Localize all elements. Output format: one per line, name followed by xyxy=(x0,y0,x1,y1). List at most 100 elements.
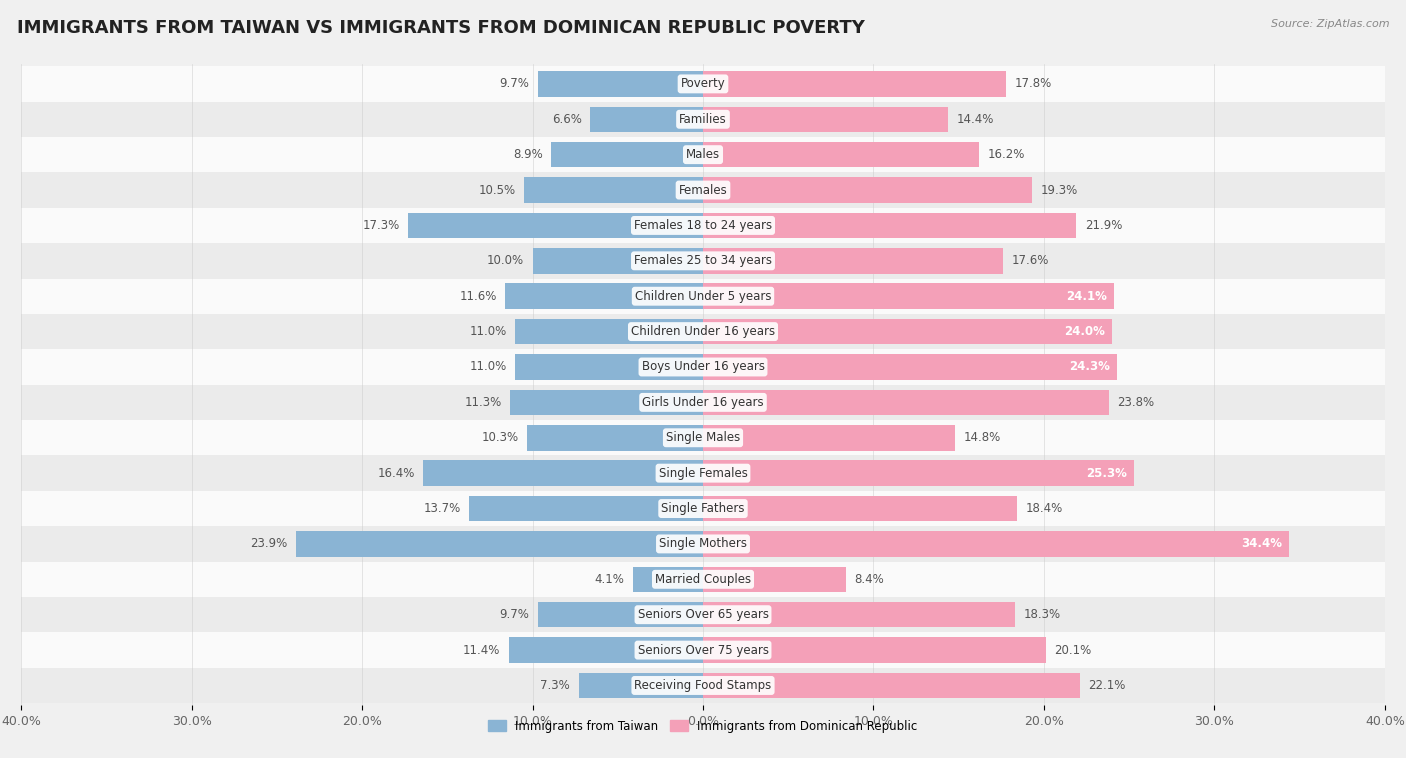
Text: 18.3%: 18.3% xyxy=(1024,608,1060,622)
Text: 11.0%: 11.0% xyxy=(470,361,508,374)
Bar xyxy=(703,177,1032,203)
Bar xyxy=(703,673,1080,698)
Text: 25.3%: 25.3% xyxy=(1087,467,1128,480)
Text: 16.4%: 16.4% xyxy=(378,467,415,480)
Text: 11.3%: 11.3% xyxy=(464,396,502,409)
Bar xyxy=(551,142,703,168)
Bar xyxy=(21,314,1385,349)
Text: 23.8%: 23.8% xyxy=(1118,396,1154,409)
Bar xyxy=(21,597,1385,632)
Bar xyxy=(527,425,703,450)
Text: 14.8%: 14.8% xyxy=(965,431,1001,444)
Text: 24.1%: 24.1% xyxy=(1066,290,1107,302)
Bar xyxy=(21,668,1385,703)
Bar xyxy=(21,172,1385,208)
Bar xyxy=(21,102,1385,137)
Bar xyxy=(703,354,1118,380)
Text: 11.4%: 11.4% xyxy=(463,644,501,656)
Text: 19.3%: 19.3% xyxy=(1040,183,1078,196)
Text: Females: Females xyxy=(679,183,727,196)
Text: 13.7%: 13.7% xyxy=(423,502,461,515)
Text: Children Under 16 years: Children Under 16 years xyxy=(631,325,775,338)
Text: Males: Males xyxy=(686,148,720,161)
Text: Females 18 to 24 years: Females 18 to 24 years xyxy=(634,219,772,232)
Bar xyxy=(591,107,703,132)
Bar xyxy=(524,177,703,203)
Text: Single Fathers: Single Fathers xyxy=(661,502,745,515)
Bar xyxy=(703,566,846,592)
Bar xyxy=(21,66,1385,102)
Bar xyxy=(21,526,1385,562)
Text: Seniors Over 65 years: Seniors Over 65 years xyxy=(637,608,769,622)
Text: 11.0%: 11.0% xyxy=(470,325,508,338)
Text: 17.8%: 17.8% xyxy=(1015,77,1052,90)
Bar xyxy=(703,319,1112,344)
Bar xyxy=(509,637,703,662)
Bar xyxy=(21,491,1385,526)
Text: 24.3%: 24.3% xyxy=(1070,361,1111,374)
Text: IMMIGRANTS FROM TAIWAN VS IMMIGRANTS FROM DOMINICAN REPUBLIC POVERTY: IMMIGRANTS FROM TAIWAN VS IMMIGRANTS FRO… xyxy=(17,19,865,37)
Bar xyxy=(533,248,703,274)
Bar xyxy=(510,390,703,415)
Bar xyxy=(21,384,1385,420)
Text: 21.9%: 21.9% xyxy=(1085,219,1122,232)
Text: 9.7%: 9.7% xyxy=(499,608,529,622)
Text: 16.2%: 16.2% xyxy=(987,148,1025,161)
Text: Seniors Over 75 years: Seniors Over 75 years xyxy=(637,644,769,656)
Text: Children Under 5 years: Children Under 5 years xyxy=(634,290,772,302)
Text: Single Females: Single Females xyxy=(658,467,748,480)
Bar xyxy=(703,531,1289,556)
Bar xyxy=(703,71,1007,96)
Bar xyxy=(703,460,1135,486)
Bar xyxy=(21,349,1385,384)
Text: 17.6%: 17.6% xyxy=(1011,255,1049,268)
Bar xyxy=(505,283,703,309)
Text: 20.1%: 20.1% xyxy=(1054,644,1091,656)
Bar xyxy=(21,456,1385,491)
Text: 7.3%: 7.3% xyxy=(540,679,569,692)
Text: Receiving Food Stamps: Receiving Food Stamps xyxy=(634,679,772,692)
Bar xyxy=(703,390,1109,415)
Bar xyxy=(703,213,1077,238)
Text: Single Mothers: Single Mothers xyxy=(659,537,747,550)
Bar xyxy=(703,425,955,450)
Text: 34.4%: 34.4% xyxy=(1241,537,1282,550)
Bar xyxy=(295,531,703,556)
Text: Boys Under 16 years: Boys Under 16 years xyxy=(641,361,765,374)
Bar xyxy=(633,566,703,592)
Bar xyxy=(21,632,1385,668)
Bar xyxy=(21,208,1385,243)
Bar xyxy=(703,283,1114,309)
Text: 6.6%: 6.6% xyxy=(553,113,582,126)
Text: 9.7%: 9.7% xyxy=(499,77,529,90)
Bar xyxy=(703,248,1002,274)
Text: 17.3%: 17.3% xyxy=(363,219,399,232)
Bar xyxy=(423,460,703,486)
Bar xyxy=(21,278,1385,314)
Text: Poverty: Poverty xyxy=(681,77,725,90)
Text: Source: ZipAtlas.com: Source: ZipAtlas.com xyxy=(1271,19,1389,29)
Text: 10.5%: 10.5% xyxy=(478,183,516,196)
Bar xyxy=(703,602,1015,628)
Text: 22.1%: 22.1% xyxy=(1088,679,1126,692)
Bar xyxy=(470,496,703,522)
Bar xyxy=(537,71,703,96)
Text: 14.4%: 14.4% xyxy=(957,113,994,126)
Bar xyxy=(408,213,703,238)
Legend: Immigrants from Taiwan, Immigrants from Dominican Republic: Immigrants from Taiwan, Immigrants from … xyxy=(484,715,922,738)
Text: 4.1%: 4.1% xyxy=(595,573,624,586)
Text: Females 25 to 34 years: Females 25 to 34 years xyxy=(634,255,772,268)
Text: 24.0%: 24.0% xyxy=(1064,325,1105,338)
Bar xyxy=(21,562,1385,597)
Bar xyxy=(21,420,1385,456)
Bar xyxy=(516,319,703,344)
Text: 23.9%: 23.9% xyxy=(250,537,287,550)
Bar xyxy=(516,354,703,380)
Text: 11.6%: 11.6% xyxy=(460,290,496,302)
Text: 8.9%: 8.9% xyxy=(513,148,543,161)
Bar xyxy=(703,142,979,168)
Bar xyxy=(21,137,1385,172)
Text: Girls Under 16 years: Girls Under 16 years xyxy=(643,396,763,409)
Text: 10.0%: 10.0% xyxy=(486,255,524,268)
Text: 18.4%: 18.4% xyxy=(1025,502,1063,515)
